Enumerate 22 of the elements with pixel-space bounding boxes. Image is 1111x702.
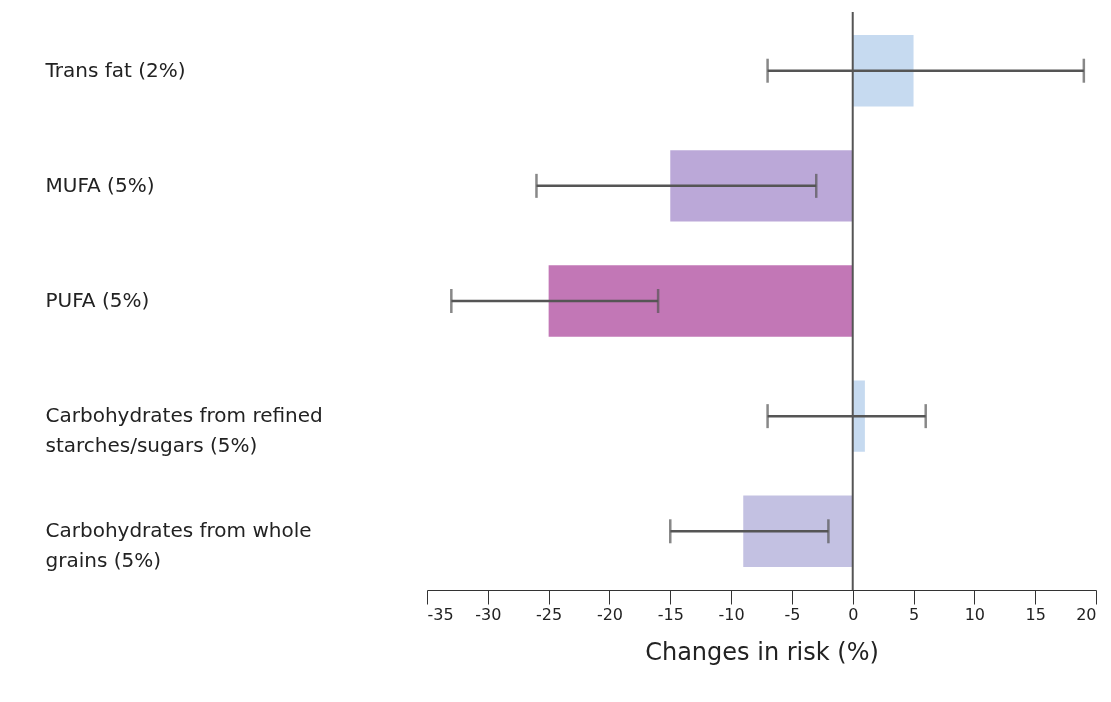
x-tick-label: -5: [784, 604, 801, 624]
x-tick-label: 20: [1076, 604, 1097, 624]
x-tick-label: -15: [657, 604, 684, 624]
bar: [743, 495, 853, 567]
x-tick-label: 5: [908, 604, 920, 624]
y-tick-label: MUFA (5%): [45, 172, 155, 197]
bar: [548, 265, 853, 337]
bar: [670, 150, 853, 222]
y-tick-label: Trans fat (2%): [44, 57, 186, 82]
x-tick-label: -35: [427, 604, 454, 624]
x-tick-label: 0: [848, 604, 859, 624]
y-tick-label: Carbohydrates from whole grains (5%): [45, 518, 312, 573]
y-tick-label: Carbohydrates from refined starches/sugars (5%): [45, 403, 323, 458]
x-tick-label: 15: [1025, 604, 1046, 624]
x-tick-label: -25: [536, 604, 563, 624]
x-tick-label: -20: [596, 604, 624, 624]
x-tick-label: -10: [718, 604, 745, 624]
x-tick-label: -30: [475, 604, 502, 624]
x-axis-title: Changes in risk (%): [645, 637, 879, 666]
x-tick-label: 10: [964, 604, 986, 624]
bar: [852, 35, 914, 107]
y-tick-label: PUFA (5%): [45, 288, 150, 312]
